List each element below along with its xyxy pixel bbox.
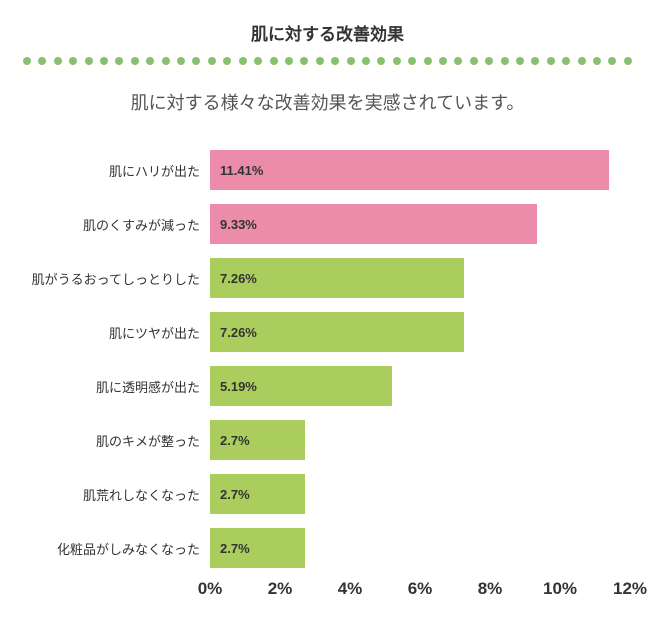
bar-value-label: 2.7% [220, 541, 250, 556]
divider-dot [531, 57, 539, 65]
bar: 2.7% [210, 420, 305, 460]
divider-dot [177, 57, 185, 65]
bar-row: 化粧品がしみなくなった 2.7% [20, 521, 635, 575]
bar-row: 肌に透明感が出た 5.19% [20, 359, 635, 413]
bar-value-label: 9.33% [220, 217, 257, 232]
x-axis: 0%2%4%6%8%10%12% [210, 579, 630, 609]
bar-value-label: 2.7% [220, 487, 250, 502]
x-axis-tick: 6% [408, 579, 433, 599]
divider-dot [562, 57, 570, 65]
divider-dot [115, 57, 123, 65]
divider-dot [131, 57, 139, 65]
bar-row: 肌にハリが出た 11.41% [20, 143, 635, 197]
bar: 11.41% [210, 150, 609, 190]
divider-dot [331, 57, 339, 65]
bar-row: 肌荒れしなくなった 2.7% [20, 467, 635, 521]
divider-dot [38, 57, 46, 65]
divider-dot [470, 57, 478, 65]
divider-dot [439, 57, 447, 65]
divider-dot [501, 57, 509, 65]
divider-dot [100, 57, 108, 65]
x-axis-tick: 10% [543, 579, 577, 599]
bar-row: 肌のくすみが減った 9.33% [20, 197, 635, 251]
divider-dot [162, 57, 170, 65]
bar-row: 肌がうるおってしっとりした 7.26% [20, 251, 635, 305]
bar-track: 2.7% [210, 521, 630, 575]
divider-dot [424, 57, 432, 65]
bar-track: 7.26% [210, 251, 630, 305]
divider-dot [593, 57, 601, 65]
divider-dot [300, 57, 308, 65]
divider-dot [192, 57, 200, 65]
bar-category-label: 肌がうるおってしっとりした [20, 269, 210, 288]
bar-category-label: 肌のキメが整った [20, 431, 210, 450]
divider-dot [23, 57, 31, 65]
dotted-divider [23, 57, 632, 65]
divider-dot [547, 57, 555, 65]
chart-title: 肌に対する改善効果 [15, 20, 640, 45]
chart-subtitle: 肌に対する様々な改善効果を実感されています。 [15, 89, 640, 115]
bar: 7.26% [210, 258, 464, 298]
bar-category-label: 肌のくすみが減った [20, 215, 210, 234]
divider-dot [347, 57, 355, 65]
divider-dot [377, 57, 385, 65]
bar: 5.19% [210, 366, 392, 406]
divider-dot [69, 57, 77, 65]
bar-category-label: 肌に透明感が出た [20, 377, 210, 396]
bar-value-label: 5.19% [220, 379, 257, 394]
bar: 7.26% [210, 312, 464, 352]
divider-dot [54, 57, 62, 65]
bar-category-label: 肌にツヤが出た [20, 323, 210, 342]
divider-dot [485, 57, 493, 65]
divider-dot [578, 57, 586, 65]
divider-dot [239, 57, 247, 65]
divider-dot [316, 57, 324, 65]
bar-track: 9.33% [210, 197, 630, 251]
bar-category-label: 肌にハリが出た [20, 161, 210, 180]
bar-value-label: 2.7% [220, 433, 250, 448]
bar-track: 5.19% [210, 359, 630, 413]
bar-value-label: 11.41% [220, 163, 263, 178]
bar-row: 肌にツヤが出た 7.26% [20, 305, 635, 359]
divider-dot [454, 57, 462, 65]
divider-dot [208, 57, 216, 65]
bar-value-label: 7.26% [220, 271, 257, 286]
divider-dot [85, 57, 93, 65]
bar: 2.7% [210, 474, 305, 514]
bar-row: 肌のキメが整った 2.7% [20, 413, 635, 467]
divider-dot [362, 57, 370, 65]
divider-dot [146, 57, 154, 65]
bar-chart: 肌にハリが出た 11.41% 肌のくすみが減った 9.33% 肌がうるおってしっとりした… [20, 143, 635, 609]
bar-track: 2.7% [210, 413, 630, 467]
x-axis-tick: 12% [613, 579, 647, 599]
x-axis-tick: 8% [478, 579, 503, 599]
divider-dot [254, 57, 262, 65]
bar-category-label: 肌荒れしなくなった [20, 485, 210, 504]
bar-category-label: 化粧品がしみなくなった [20, 539, 210, 558]
divider-dot [285, 57, 293, 65]
bar-track: 2.7% [210, 467, 630, 521]
divider-dot [608, 57, 616, 65]
bar: 2.7% [210, 528, 305, 568]
divider-dot [516, 57, 524, 65]
bar-track: 7.26% [210, 305, 630, 359]
x-axis-tick: 4% [338, 579, 363, 599]
divider-dot [624, 57, 632, 65]
x-axis-tick: 2% [268, 579, 293, 599]
divider-dot [223, 57, 231, 65]
x-axis-tick: 0% [198, 579, 223, 599]
bar: 9.33% [210, 204, 537, 244]
divider-dot [408, 57, 416, 65]
bar-value-label: 7.26% [220, 325, 257, 340]
divider-dot [393, 57, 401, 65]
bar-track: 11.41% [210, 143, 630, 197]
divider-dot [270, 57, 278, 65]
